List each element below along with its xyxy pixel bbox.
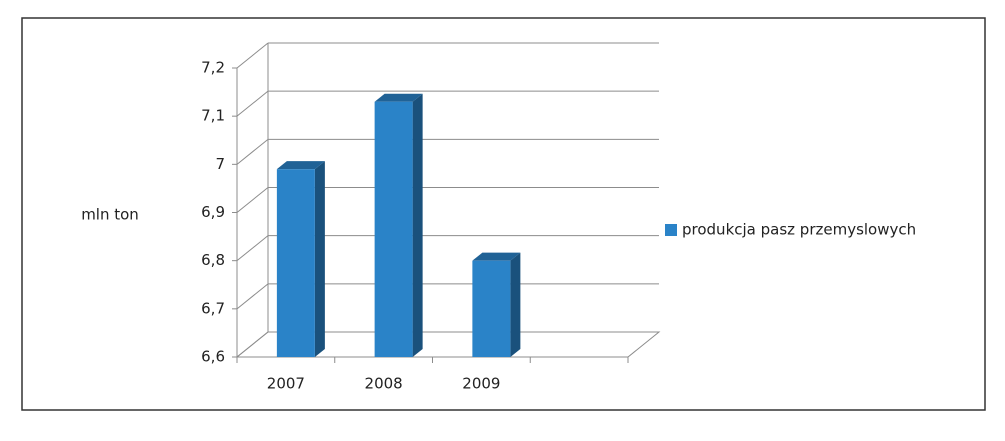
grid-line-side [236, 235, 269, 262]
bar-side [314, 161, 325, 357]
legend-label: produkcja pasz przemyslowych [682, 221, 916, 239]
bar-side [510, 252, 521, 357]
y-tick-label: 7 [215, 155, 225, 173]
bar [374, 101, 413, 357]
grid-line-side [236, 42, 269, 69]
grid-line-side [236, 187, 269, 213]
bar-top [472, 252, 521, 261]
y-tick-label: 6,7 [201, 299, 225, 317]
grid-line-side [236, 138, 269, 165]
grid-line-side [236, 283, 269, 310]
bar-top [276, 161, 325, 170]
bar [472, 260, 511, 357]
bar-side [412, 93, 423, 357]
legend-swatch [665, 224, 677, 236]
x-tick-label: 2007 [267, 375, 305, 393]
y-tick-label: 6,8 [201, 251, 225, 269]
x-tick-label: 2009 [462, 375, 500, 393]
bar [276, 169, 315, 357]
y-tick-label: 7,1 [201, 107, 225, 125]
x-tick-label: 2008 [365, 375, 403, 393]
grid-line-side [236, 331, 269, 358]
bar-top [374, 93, 423, 102]
y-axis-label: mln ton [81, 206, 139, 224]
grid-line-side [236, 90, 269, 117]
y-tick-label: 7,2 [201, 59, 225, 77]
y-tick-label: 6,9 [201, 203, 225, 221]
y-tick-label: 6,6 [201, 348, 225, 366]
